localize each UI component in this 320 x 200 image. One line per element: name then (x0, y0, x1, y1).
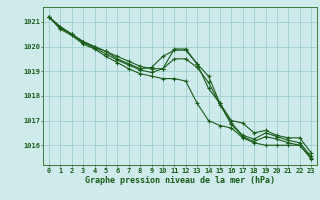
X-axis label: Graphe pression niveau de la mer (hPa): Graphe pression niveau de la mer (hPa) (85, 176, 275, 185)
